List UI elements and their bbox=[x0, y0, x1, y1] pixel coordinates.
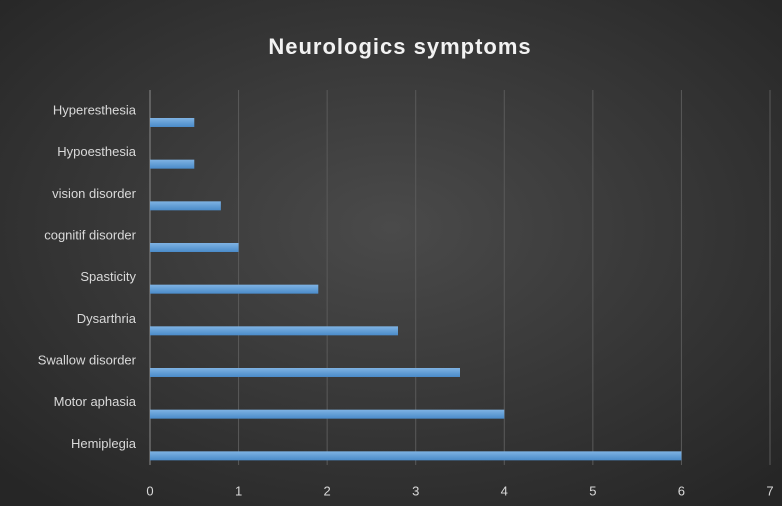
x-tick-label: 0 bbox=[146, 483, 153, 498]
x-tick-label: 7 bbox=[766, 483, 773, 498]
bar bbox=[150, 159, 195, 169]
x-tick-label: 4 bbox=[501, 483, 508, 498]
bar bbox=[150, 451, 682, 461]
y-tick-label: Hemiplegia bbox=[71, 436, 137, 451]
x-tick-label: 6 bbox=[678, 483, 685, 498]
y-tick-label: Spasticity bbox=[80, 269, 136, 284]
x-tick-label: 1 bbox=[235, 483, 242, 498]
y-tick-label: Hyperesthesia bbox=[53, 102, 137, 117]
y-tick-label: Motor aphasia bbox=[54, 394, 137, 409]
x-tick-label: 3 bbox=[412, 483, 419, 498]
x-tick-label: 5 bbox=[589, 483, 596, 498]
bar bbox=[150, 118, 195, 127]
y-tick-label: Swallow disorder bbox=[38, 352, 137, 367]
y-tick-label: cognitif disorder bbox=[44, 227, 136, 242]
y-tick-label: Hypoesthesia bbox=[57, 144, 137, 159]
chart-title: Neurologics symptoms bbox=[268, 34, 531, 59]
y-tick-label: Dysarthria bbox=[77, 311, 137, 326]
bar bbox=[150, 201, 221, 211]
y-tick-label: vision disorder bbox=[52, 186, 136, 201]
bar bbox=[150, 368, 460, 377]
bar bbox=[150, 326, 398, 336]
bar bbox=[150, 284, 319, 294]
bar bbox=[150, 409, 505, 419]
x-tick-label: 2 bbox=[324, 483, 331, 498]
bar bbox=[150, 243, 239, 252]
